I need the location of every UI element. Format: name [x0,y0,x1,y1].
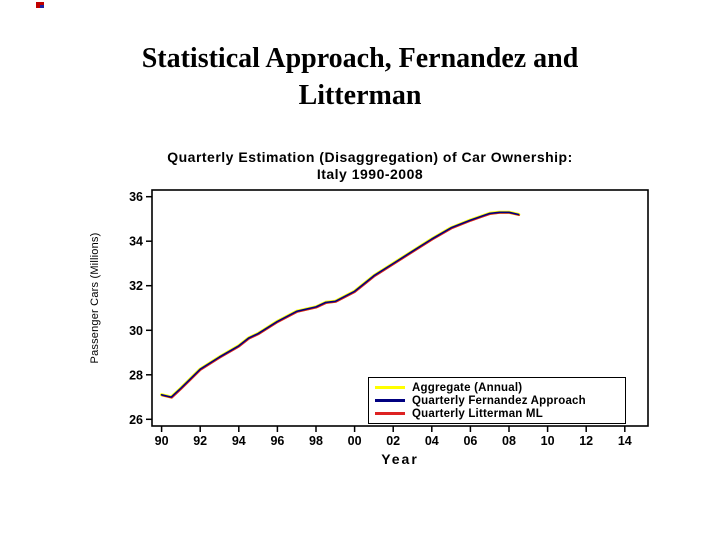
slide-title: Statistical Approach, Fernandez and Litt… [0,40,720,114]
svg-text:28: 28 [129,368,143,382]
svg-text:06: 06 [463,434,477,448]
chart-title-line1: Quarterly Estimation (Disaggregation) of… [167,149,573,165]
slide-corner-artifact [36,2,44,8]
legend-label-litterman: Quarterly Litterman ML [412,407,543,420]
svg-text:14: 14 [618,434,632,448]
svg-text:32: 32 [129,279,143,293]
svg-text:96: 96 [270,434,284,448]
svg-text:94: 94 [232,434,246,448]
svg-text:08: 08 [502,434,516,448]
legend-line-aggregate-icon [375,386,405,389]
legend-label-aggregate: Aggregate (Annual) [412,381,523,394]
legend-line-fernandez-icon [375,399,405,402]
legend-label-fernandez: Quarterly Fernandez Approach [412,394,586,407]
legend-item-aggregate: Aggregate (Annual) [375,381,621,394]
svg-text:12: 12 [579,434,593,448]
svg-text:36: 36 [129,190,143,204]
svg-text:10: 10 [541,434,555,448]
chart-title-line2: Italy 1990-2008 [316,166,424,182]
legend-line-litterman-icon [375,412,405,415]
chart-legend: Aggregate (Annual) Quarterly Fernandez A… [368,377,626,424]
slide-title-line2: Litterman [298,80,422,111]
x-axis-label: Year [381,451,419,467]
svg-text:04: 04 [425,434,439,448]
legend-item-litterman: Quarterly Litterman ML [375,407,621,420]
svg-text:92: 92 [193,434,207,448]
svg-text:98: 98 [309,434,323,448]
svg-text:30: 30 [129,324,143,338]
svg-text:90: 90 [155,434,169,448]
slide-title-line1: Statistical Approach, Fernandez and [141,43,579,74]
svg-text:26: 26 [129,413,143,427]
slide-corner-artifact-inner [40,5,44,8]
svg-text:02: 02 [386,434,400,448]
legend-item-fernandez: Quarterly Fernandez Approach [375,394,621,407]
svg-text:00: 00 [348,434,362,448]
svg-text:34: 34 [129,235,143,249]
